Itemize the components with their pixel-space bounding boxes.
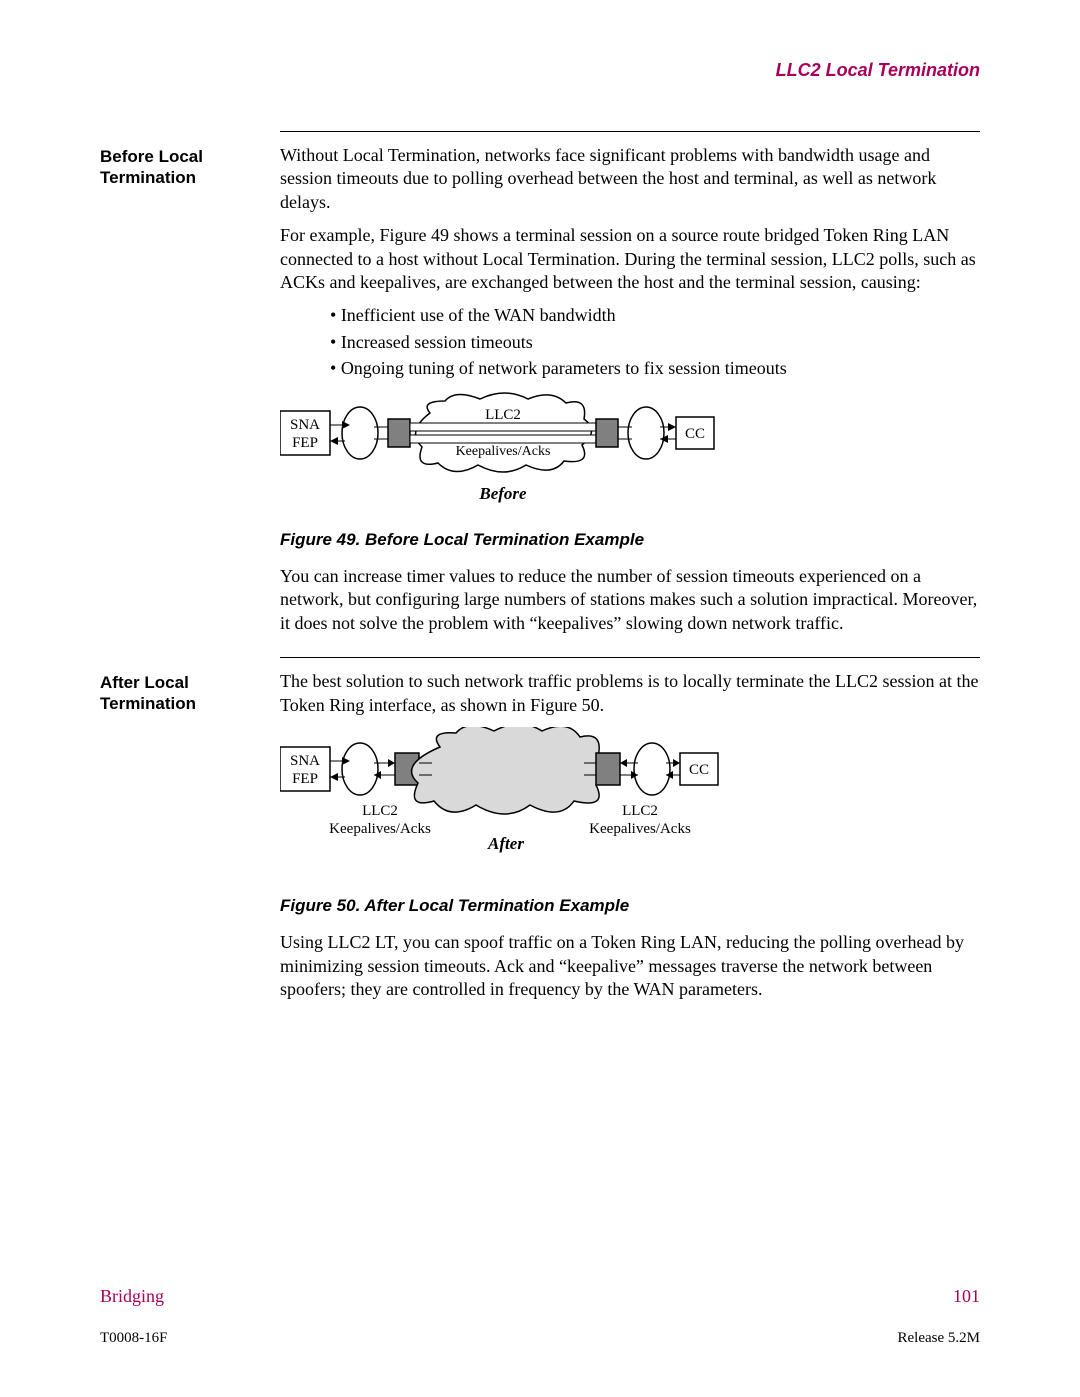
after-body: The best solution to such network traffi… — [280, 670, 980, 1011]
cc-label: CC — [685, 426, 705, 442]
before-body: Without Local Termination, networks face… — [280, 144, 980, 645]
paragraph: You can increase timer values to reduce … — [280, 565, 980, 635]
before-section: Before Local Termination Without Local T… — [100, 144, 980, 645]
keepalives-right-label: Keepalives/Acks — [589, 821, 691, 837]
footer-docid: T0008-16F — [100, 1330, 168, 1347]
section-divider — [280, 131, 980, 132]
section-divider — [280, 657, 980, 658]
llc2-label: LLC2 — [485, 407, 521, 423]
paragraph: Without Local Termination, networks face… — [280, 144, 980, 214]
llc2-right-label: LLC2 — [622, 803, 658, 819]
footer-chapter: Bridging — [100, 1286, 164, 1307]
bullet-item: Ongoing tuning of network parameters to … — [330, 357, 980, 380]
paragraph: The best solution to such network traffi… — [280, 670, 980, 717]
figure-49-diagram: SNA FEP LLC2 Keepalives/Acks — [280, 391, 980, 517]
footer-release: Release 5.2M — [898, 1330, 980, 1347]
figure-49-caption: Figure 49. Before Local Termination Exam… — [280, 529, 980, 551]
after-heading: After Local Termination — [100, 670, 280, 715]
heading-line: Termination — [100, 694, 196, 713]
before-heading: Before Local Termination — [100, 144, 280, 189]
paragraph: Using LLC2 LT, you can spoof traffic on … — [280, 931, 980, 1001]
footer-bottom-row: T0008-16F Release 5.2M — [100, 1330, 980, 1347]
before-label: Before — [478, 484, 527, 503]
after-label: After — [487, 834, 524, 853]
fep-label: FEP — [292, 771, 318, 787]
sna-label: SNA — [290, 417, 320, 433]
footer-page-number: 101 — [953, 1286, 980, 1307]
page-header: LLC2 Local Termination — [100, 60, 980, 81]
cc-label: CC — [689, 762, 709, 778]
paragraph: For example, Figure 49 shows a terminal … — [280, 224, 980, 294]
heading-line: Before Local — [100, 147, 203, 166]
bullet-item: Increased session timeouts — [330, 331, 980, 354]
figure-50-caption: Figure 50. After Local Termination Examp… — [280, 895, 980, 917]
bullet-list: Inefficient use of the WAN bandwidth Inc… — [330, 304, 980, 380]
bullet-item: Inefficient use of the WAN bandwidth — [330, 304, 980, 327]
figure-50-diagram: SNA FEP — [280, 727, 980, 883]
heading-line: Termination — [100, 168, 196, 187]
footer-top-row: Bridging 101 — [100, 1286, 980, 1307]
fep-label: FEP — [292, 435, 318, 451]
sna-label: SNA — [290, 753, 320, 769]
heading-line: After Local — [100, 673, 189, 692]
keepalives-left-label: Keepalives/Acks — [329, 821, 431, 837]
llc2-left-label: LLC2 — [362, 803, 398, 819]
keepalives-label: Keepalives/Acks — [456, 444, 551, 459]
after-section: After Local Termination The best solutio… — [100, 670, 980, 1011]
